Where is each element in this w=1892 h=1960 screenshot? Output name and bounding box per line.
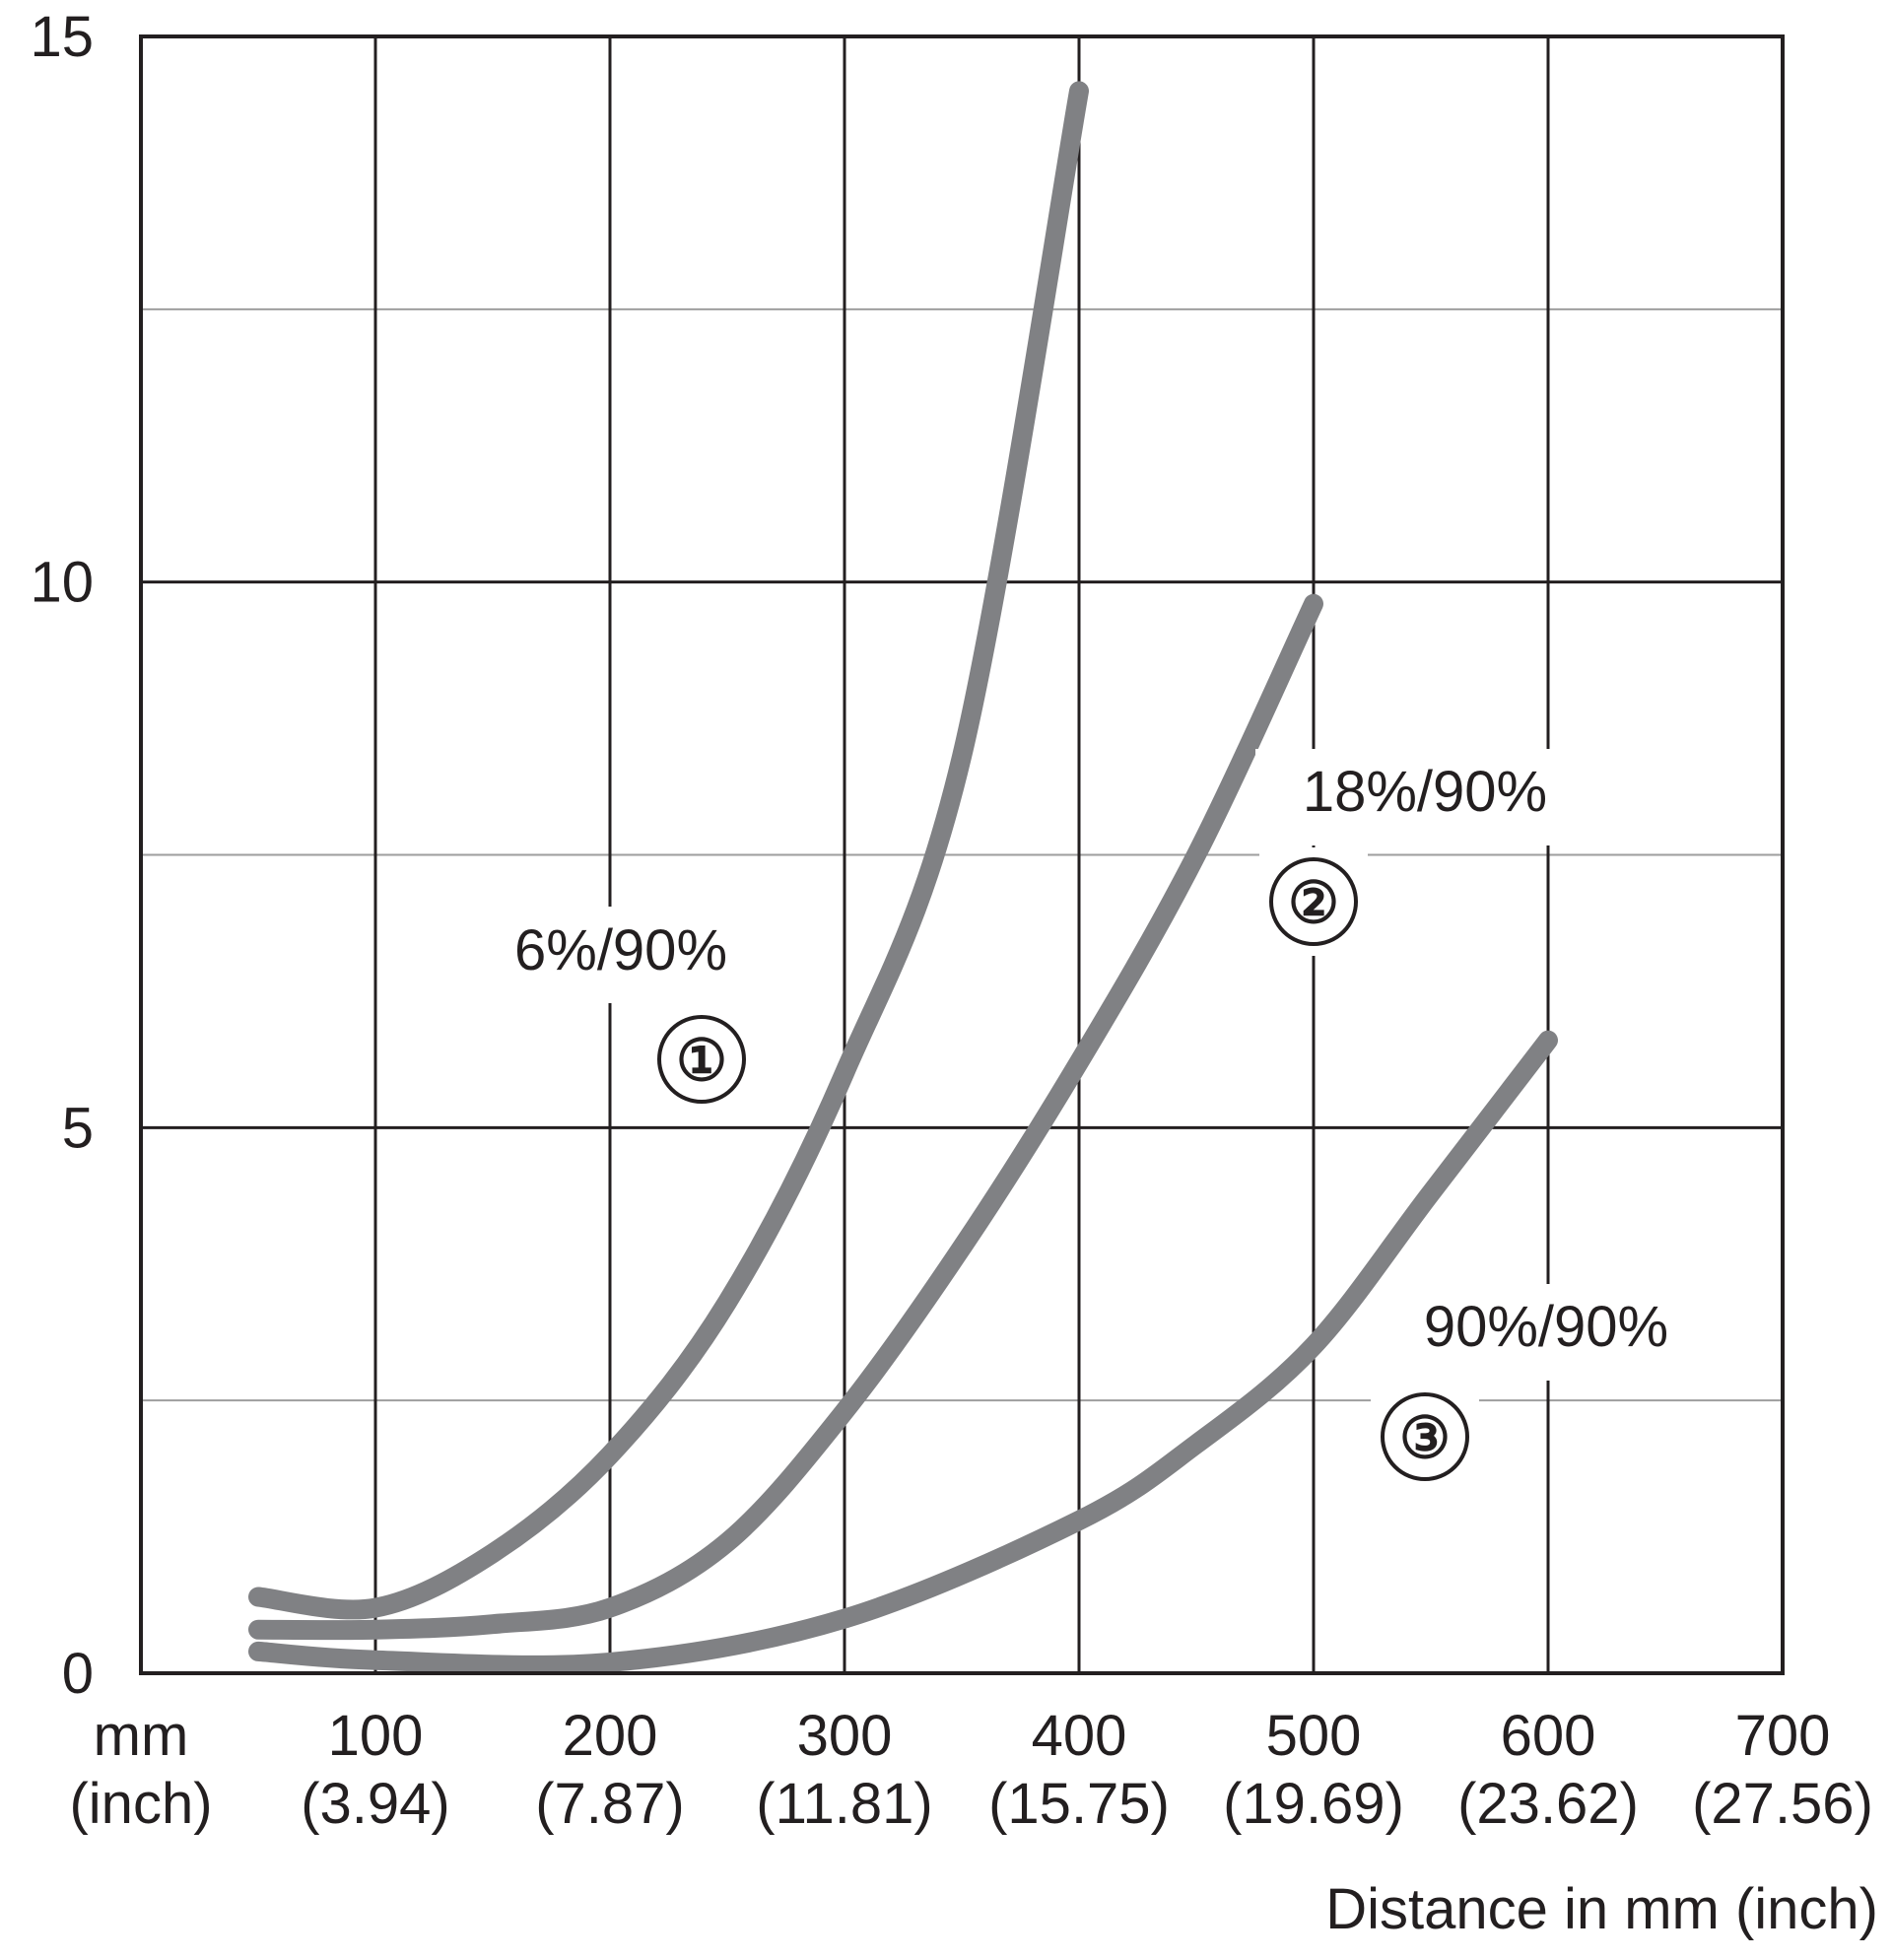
annotation-series-3: 90%/90% ③ xyxy=(1371,1284,1711,1491)
series-2-marker: ② xyxy=(1288,869,1339,936)
series-line-2 xyxy=(248,593,1323,1641)
annotation-backdrop xyxy=(1259,847,1368,956)
x-tick-sublabel: (7.87) xyxy=(535,1772,685,1836)
minor-gridlines xyxy=(141,307,1783,1402)
x-tick-sublabel: (3.94) xyxy=(301,1772,450,1836)
y-tick-label: 5 xyxy=(62,1096,94,1160)
y-tick-label: 0 xyxy=(62,1642,94,1706)
x-tick-label: 300 xyxy=(797,1704,893,1768)
annotation-series-1: 6%/90% ① xyxy=(480,907,762,1114)
x-tick-label: 200 xyxy=(563,1704,658,1768)
x-tick-sublabel: (27.56) xyxy=(1692,1772,1873,1836)
series-1-marker-circle xyxy=(657,1015,746,1104)
annotation-backdrop xyxy=(1380,1284,1711,1381)
x-tick-sublabel: (23.62) xyxy=(1457,1772,1639,1836)
major-gridlines xyxy=(141,36,1783,1673)
x-tick-label: 100 xyxy=(328,1704,424,1768)
x-unit-mm-label: mm xyxy=(94,1704,189,1768)
x-tick-sublabel: (15.75) xyxy=(988,1772,1170,1836)
series-2-marker-circle xyxy=(1269,857,1358,946)
x-axis-title: Distance in mm (inch) xyxy=(1325,1877,1878,1941)
series-line-3 xyxy=(248,1030,1558,1675)
series-3-marker: ③ xyxy=(1399,1404,1451,1471)
x-tick-labels: 100(3.94) 200(7.87) 300(11.81) 400(15.75) 50… xyxy=(301,1704,1873,1836)
series-3-marker-circle xyxy=(1381,1392,1469,1481)
x-tick-label: 500 xyxy=(1266,1704,1362,1768)
x-tick-sublabel: (19.69) xyxy=(1223,1772,1404,1836)
series-line-1 xyxy=(248,81,1089,1620)
x-tick-sublabel: (11.81) xyxy=(756,1772,932,1836)
x-tick-label: 700 xyxy=(1735,1704,1831,1768)
y-tick-label: 10 xyxy=(30,551,94,615)
x-tick-label: 600 xyxy=(1501,1704,1596,1768)
x-unit-inch-label: (inch) xyxy=(69,1772,212,1836)
series-3-label: 90%/90% xyxy=(1424,1295,1668,1359)
y-tick-label: 15 xyxy=(30,5,94,69)
series-1-marker: ① xyxy=(676,1027,727,1094)
plot-frame xyxy=(139,34,1785,1675)
annotation-series-2: 18%/90% ② xyxy=(1255,749,1587,956)
annotation-backdrop xyxy=(1255,749,1587,845)
annotation-backdrop xyxy=(1371,1383,1479,1491)
series-lines xyxy=(248,81,1558,1675)
x-tick-label: 400 xyxy=(1032,1704,1127,1768)
annotation-backdrop xyxy=(480,907,762,1003)
y-tick-labels: 0 5 10 15 xyxy=(30,5,94,1706)
series-1-label: 6%/90% xyxy=(514,918,727,982)
series-2-label: 18%/90% xyxy=(1303,760,1547,824)
